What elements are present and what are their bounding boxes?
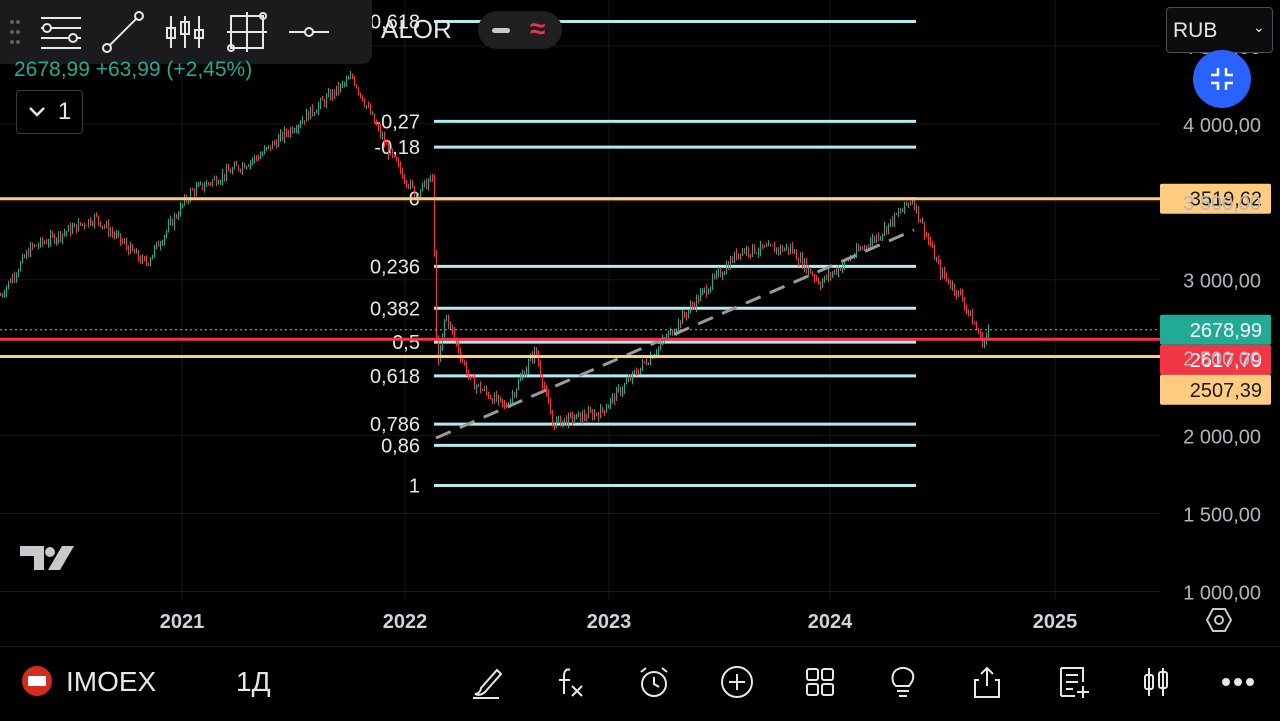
level-3519-tag bbox=[1160, 183, 1271, 214]
fib-retracement: -0,618-0,27-0,1800,2360,3820,50,6180,786… bbox=[363, 12, 916, 497]
level-2617-label: 2617,79 bbox=[1190, 350, 1262, 372]
pane-count: 1 bbox=[57, 98, 72, 125]
price-tick-label: 1 000,00 bbox=[1183, 582, 1261, 604]
brush-icon[interactable] bbox=[467, 660, 507, 704]
candles-icon[interactable] bbox=[1136, 660, 1176, 704]
minus-icon[interactable] bbox=[492, 28, 510, 33]
last-price-label: 2678,99 bbox=[1190, 320, 1262, 342]
price-tick-label: 4 000,00 bbox=[1183, 115, 1261, 137]
fib-level-label: 0,236 bbox=[370, 256, 420, 278]
time-tick-label: 2021 bbox=[160, 611, 205, 633]
fib-level-label: 0,5 bbox=[392, 332, 420, 354]
time-tick-label: 2023 bbox=[587, 611, 632, 633]
level-2507-label: 2507,39 bbox=[1190, 380, 1262, 402]
last-price-tag bbox=[1160, 314, 1271, 345]
horizontal-lines: 3519,62 2678,99 2617,79 2507,39 bbox=[0, 183, 1271, 405]
trend-line-icon[interactable] bbox=[92, 0, 154, 64]
price-tick-label: 3 000,00 bbox=[1183, 271, 1261, 293]
price-tick-label: 2 500,00 bbox=[1183, 349, 1261, 371]
fib-level-label: 0,618 bbox=[370, 366, 420, 388]
fib-level-label: 0,86 bbox=[381, 435, 420, 457]
time-axis: 2021 2022 2023 2024 2025 bbox=[160, 611, 1078, 633]
interval-button[interactable]: 1Д bbox=[236, 666, 271, 697]
currency-select[interactable]: RUB ⌄ bbox=[1166, 7, 1273, 53]
price-tick-label: 2 000,00 bbox=[1183, 427, 1261, 449]
fib-level-label: -0,27 bbox=[374, 111, 420, 133]
level-2617-tag bbox=[1160, 344, 1271, 375]
broker-label: ALOR bbox=[381, 14, 452, 44]
tradingview-logo bbox=[20, 546, 74, 570]
price-change-quote: 2678,99 +63,99 (+2,45%) bbox=[14, 58, 253, 81]
currency-value: RUB bbox=[1173, 19, 1218, 42]
list-icon[interactable] bbox=[30, 0, 92, 64]
collapse-button[interactable] bbox=[1193, 50, 1251, 108]
time-tick-label: 2025 bbox=[1033, 611, 1078, 633]
fib-trend-line bbox=[435, 228, 915, 440]
formula-icon[interactable] bbox=[550, 660, 590, 704]
price-chart[interactable]: -0,618-0,27-0,1800,2360,3820,50,6180,786… bbox=[0, 0, 1280, 646]
approx-icon[interactable]: ≈ bbox=[530, 13, 546, 44]
price-tick-label: 1 500,00 bbox=[1183, 505, 1261, 527]
watchlist-add-icon[interactable] bbox=[1053, 660, 1093, 704]
fib-level-label: 1 bbox=[409, 475, 420, 497]
fib-level-label: 0,786 bbox=[370, 414, 420, 436]
crosshair-box-icon[interactable] bbox=[216, 0, 278, 64]
lightbulb-icon[interactable] bbox=[883, 660, 923, 704]
indicator-sliders-icon[interactable] bbox=[154, 0, 216, 64]
fib-level-label: -0,18 bbox=[374, 137, 420, 159]
chart-grid bbox=[0, 0, 1160, 600]
mode-toggle[interactable]: ≈ bbox=[478, 11, 562, 49]
alarm-icon[interactable] bbox=[634, 660, 674, 704]
gear-icon[interactable] bbox=[1205, 606, 1233, 634]
level-3519-label: 3519,62 bbox=[1190, 189, 1262, 211]
drawing-toolbar bbox=[0, 0, 372, 64]
fib-level-label: 0,382 bbox=[370, 298, 420, 320]
collapse-icon bbox=[1211, 68, 1233, 90]
chevron-down-icon: ⌄ bbox=[1253, 19, 1265, 35]
symbol-logo-icon bbox=[22, 666, 52, 696]
drag-handle-icon[interactable] bbox=[0, 0, 30, 64]
level-2507-tag bbox=[1160, 374, 1271, 405]
chevron-down-icon bbox=[28, 107, 45, 117]
bottom-toolbar bbox=[0, 646, 1280, 721]
more-icon[interactable] bbox=[1218, 660, 1258, 704]
pane-collapse-button[interactable]: 1 bbox=[16, 90, 83, 134]
candles bbox=[0, 71, 989, 431]
add-icon[interactable] bbox=[717, 660, 757, 704]
time-tick-label: 2022 bbox=[383, 611, 428, 633]
share-icon[interactable] bbox=[967, 660, 1007, 704]
layout-grid-icon[interactable] bbox=[800, 660, 840, 704]
time-tick-label: 2024 bbox=[808, 611, 853, 633]
price-tick-label: 3 500,00 bbox=[1183, 193, 1261, 215]
symbol-button[interactable]: IMOEX bbox=[66, 666, 157, 697]
horizontal-ray-icon[interactable] bbox=[278, 0, 340, 64]
fib-level-label: -0,618 bbox=[363, 12, 420, 34]
